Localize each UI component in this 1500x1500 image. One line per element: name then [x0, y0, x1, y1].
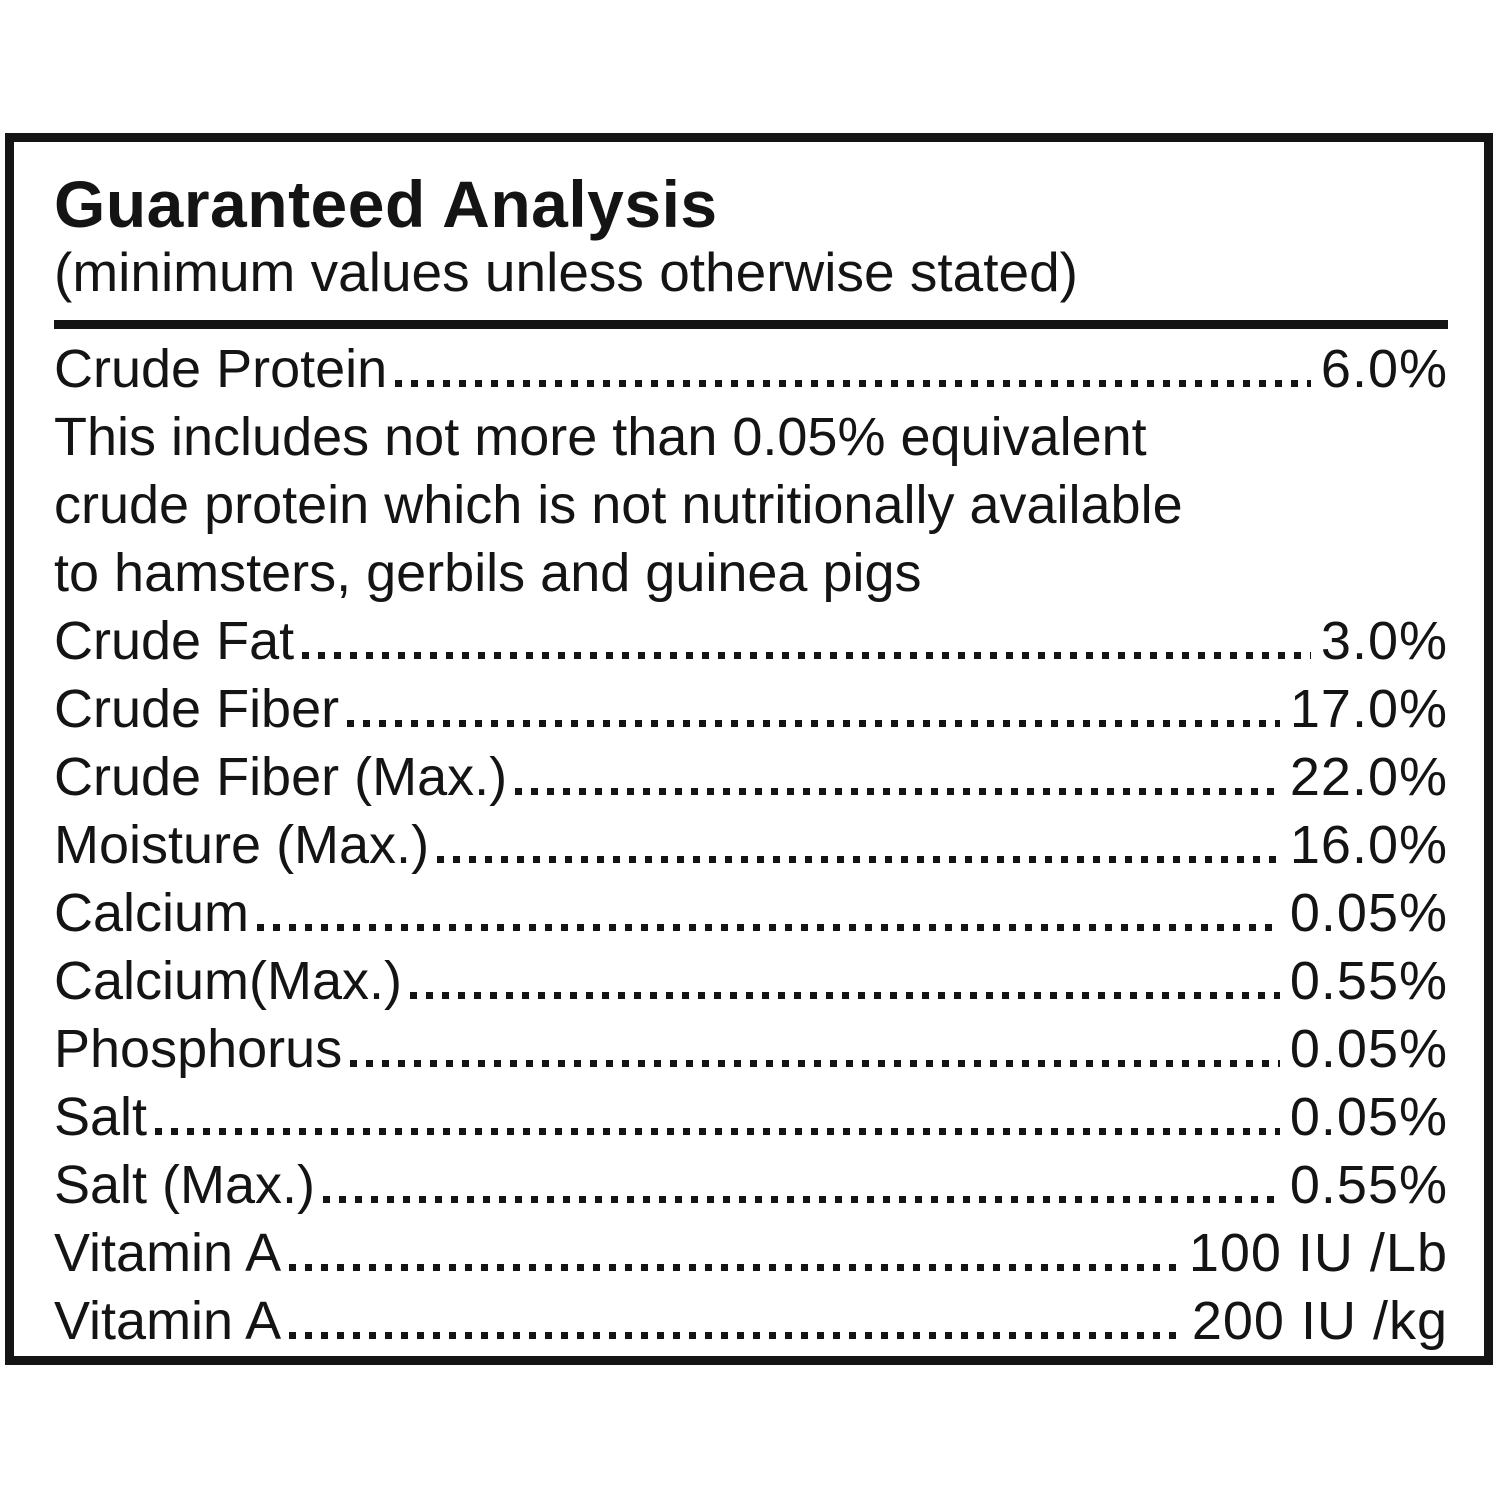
row-name: Calcium [54, 883, 250, 943]
analysis-rows: Crude Protein 6.0% This includes not mor… [54, 335, 1448, 1355]
row-value: 0.05% [1289, 1019, 1448, 1079]
protein-note-line-1: This includes not more than 0.05% equiva… [54, 407, 1147, 467]
row-name: Crude Protein [54, 339, 388, 399]
row-value: 0.05% [1289, 1087, 1448, 1147]
analysis-row-crude-protein: Crude Protein 6.0% [54, 335, 1448, 403]
row-name: Crude Fiber [54, 679, 340, 739]
dot-leader [395, 380, 1311, 387]
divider-rule [54, 320, 1448, 329]
protein-note-line-2: crude protein which is not nutritionally… [54, 475, 1183, 535]
row-value: 3.0% [1320, 611, 1448, 671]
row-name: Calcium(Max.) [54, 951, 403, 1011]
analysis-row-crude-fiber-max: Crude Fiber (Max.) 22.0% [54, 743, 1448, 811]
dot-leader [302, 652, 1311, 659]
dot-leader [515, 788, 1280, 795]
analysis-row-phosphorus: Phosphorus 0.05% [54, 1015, 1448, 1083]
dot-leader [347, 720, 1280, 727]
row-value: 200 IU /kg [1191, 1291, 1448, 1351]
analysis-row-salt-max: Salt (Max.) 0.55% [54, 1151, 1448, 1219]
analysis-row-crude-fiber: Crude Fiber 17.0% [54, 675, 1448, 743]
row-value: 6.0% [1320, 339, 1448, 399]
row-name: Vitamin A [54, 1223, 282, 1283]
row-name: Vitamin A [54, 1291, 282, 1351]
row-name: Salt (Max.) [54, 1155, 316, 1215]
row-value: 22.0% [1289, 747, 1448, 807]
analysis-row-calcium: Calcium 0.05% [54, 879, 1448, 947]
panel-subtitle: (minimum values unless otherwise stated) [54, 241, 1078, 303]
row-value: 17.0% [1289, 679, 1448, 739]
panel-title: Guaranteed Analysis [54, 167, 718, 241]
dot-leader [350, 1060, 1280, 1067]
analysis-row-calcium-max: Calcium(Max.) 0.55% [54, 947, 1448, 1015]
row-name: Moisture (Max.) [54, 815, 430, 875]
analysis-row-vitamin-a-lb: Vitamin A 100 IU /Lb [54, 1219, 1448, 1287]
dot-leader [437, 856, 1280, 863]
dot-leader [155, 1128, 1280, 1135]
row-value: 100 IU /Lb [1188, 1223, 1448, 1283]
analysis-row-moisture-max: Moisture (Max.) 16.0% [54, 811, 1448, 879]
row-value: 0.55% [1289, 951, 1448, 1011]
row-value: 0.55% [1289, 1155, 1448, 1215]
dot-leader [410, 992, 1280, 999]
protein-note-line-3: to hamsters, gerbils and guinea pigs [54, 543, 922, 603]
row-value: 16.0% [1289, 815, 1448, 875]
analysis-row-crude-fat: Crude Fat 3.0% [54, 607, 1448, 675]
analysis-row-vitamin-a-kg: Vitamin A 200 IU /kg [54, 1287, 1448, 1355]
dot-leader [289, 1264, 1179, 1271]
row-value: 0.05% [1289, 883, 1448, 943]
row-name: Phosphorus [54, 1019, 343, 1079]
dot-leader [289, 1332, 1182, 1339]
row-name: Crude Fat [54, 611, 295, 671]
analysis-row-salt: Salt 0.05% [54, 1083, 1448, 1151]
dot-leader [323, 1196, 1280, 1203]
guaranteed-analysis-panel: Guaranteed Analysis (minimum values unle… [5, 133, 1493, 1365]
dot-leader [257, 924, 1280, 931]
row-name: Crude Fiber (Max.) [54, 747, 508, 807]
row-name: Salt [54, 1087, 148, 1147]
